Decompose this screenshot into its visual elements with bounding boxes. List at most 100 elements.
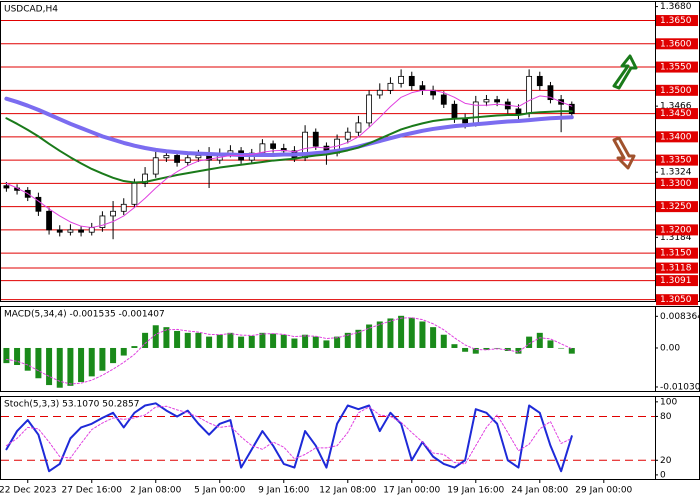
- candle-body: [451, 103, 458, 119]
- candle-body: [152, 157, 159, 175]
- level-label: 1.3050: [660, 295, 692, 305]
- level-label: 1.3600: [660, 39, 692, 49]
- level-label-bg: [656, 294, 698, 306]
- candle-body: [163, 155, 170, 159]
- histogram-bar: [184, 332, 191, 348]
- histogram-bar: [355, 329, 362, 348]
- histogram-bar: [419, 321, 426, 348]
- x-tick-label: 5 Jan 00:00: [194, 486, 246, 496]
- level-label: 1.3091: [660, 276, 692, 286]
- x-tick-label: 12 Jan 08:00: [319, 486, 376, 496]
- histogram-bar: [483, 347, 490, 350]
- histogram-bar: [312, 336, 319, 348]
- candle-body: [88, 227, 95, 233]
- histogram-bar: [195, 332, 202, 348]
- histogram-bar: [131, 346, 138, 348]
- level-label: 1.3250: [660, 202, 692, 212]
- level-label-bg: [656, 61, 698, 73]
- candle-body: [120, 203, 127, 212]
- candle-body: [35, 196, 42, 212]
- x-tick-label: 17 Jan 00:00: [383, 486, 440, 496]
- candle-body: [547, 85, 554, 101]
- candle-body: [56, 229, 63, 233]
- candle-body: [195, 155, 202, 159]
- histogram-bar: [248, 335, 255, 348]
- candle-body: [131, 182, 138, 205]
- level-label: 1.3650: [660, 16, 692, 26]
- histogram-bar: [536, 332, 543, 348]
- y-tick-label: 1.3680: [660, 2, 692, 12]
- candle-body: [568, 103, 575, 114]
- candle-body: [270, 143, 276, 149]
- histogram-bar: [216, 334, 223, 348]
- x-tick-label: 22 Dec 2023: [0, 486, 56, 496]
- candle-body: [366, 94, 373, 124]
- x-tick-label: 19 Jan 16:00: [447, 486, 504, 496]
- histogram-bar: [515, 347, 522, 354]
- histogram-bar: [46, 347, 53, 386]
- level-label: 1.3150: [660, 249, 692, 259]
- x-tick-label: 27 Dec 16:00: [61, 486, 122, 496]
- level-label-bg: [656, 177, 698, 189]
- y-tick-label: 20: [660, 456, 672, 466]
- level-label-bg: [656, 247, 698, 259]
- histogram-bar: [526, 336, 533, 348]
- panel-frame: [0, 306, 700, 392]
- plot-area: [1, 20, 655, 301]
- histogram-bar: [494, 347, 501, 349]
- histogram-bar: [78, 347, 85, 383]
- y-tick-label: -0.010301: [660, 382, 700, 392]
- indicator-line: [5, 89, 573, 229]
- y-tick-label: 1.3324: [660, 168, 692, 178]
- x-tick-label: 9 Jan 16:00: [258, 486, 310, 496]
- histogram-bar: [88, 347, 95, 377]
- histogram-bar: [302, 334, 309, 348]
- candle-body: [110, 210, 116, 217]
- candle-body: [408, 75, 415, 87]
- candle-body: [376, 89, 383, 96]
- indicator-line: [5, 405, 573, 465]
- histogram-bar: [152, 325, 159, 348]
- level-label: 1.3500: [660, 86, 692, 96]
- candle-body: [515, 108, 522, 114]
- candle-body: [78, 229, 84, 233]
- candle-body: [536, 75, 543, 87]
- histogram-bar: [99, 347, 106, 371]
- histogram-bar: [120, 347, 127, 356]
- plot-area: [1, 402, 655, 473]
- plot-area: [3, 315, 575, 388]
- x-tick-label: 29 Jan 00:00: [575, 486, 632, 496]
- histogram-bar: [323, 340, 330, 348]
- candle-body: [440, 94, 447, 105]
- histogram-bar: [547, 340, 554, 348]
- up-arrow: [612, 54, 638, 90]
- histogram-bar: [227, 332, 234, 348]
- level-label-bg: [656, 15, 698, 27]
- candle-body: [494, 99, 501, 103]
- histogram-bar: [472, 347, 479, 354]
- candle-body: [483, 99, 490, 103]
- candle-body: [67, 229, 74, 233]
- y-tick-label: 0.008364: [660, 312, 700, 322]
- histogram-bar: [408, 317, 415, 348]
- panel-frame: [0, 396, 700, 480]
- y-tick-label: 100: [660, 397, 677, 407]
- level-label: 1.3200: [660, 225, 692, 235]
- histogram-bar: [174, 330, 181, 348]
- level-label: 1.3350: [660, 156, 692, 166]
- level-label-bg: [656, 84, 698, 96]
- level-label: 1.3118: [660, 264, 692, 274]
- histogram-bar: [110, 347, 117, 364]
- candle-body: [344, 131, 351, 140]
- y-tick-label: 1.3184: [660, 233, 692, 243]
- candle-body: [355, 122, 362, 133]
- y-tick-label: 0.00: [660, 343, 680, 353]
- histogram-bar: [334, 336, 341, 348]
- candle-body: [46, 210, 52, 231]
- level-label: 1.3450: [660, 109, 692, 119]
- indicator-line: [5, 402, 573, 473]
- candle-body: [526, 75, 533, 114]
- histogram-bar: [14, 347, 21, 366]
- histogram-bar: [206, 336, 213, 348]
- histogram-bar: [376, 321, 383, 348]
